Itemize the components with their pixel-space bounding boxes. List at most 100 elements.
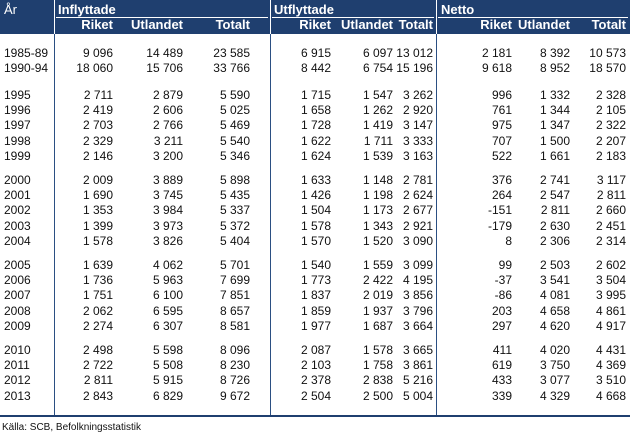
header-group-inflyttade: Inflyttade [58, 2, 116, 17]
year-cell: 2007 [4, 288, 31, 303]
value-cell: 15 196 [396, 61, 433, 76]
value-cell: 2 741 [539, 173, 570, 187]
value-cell: 2 207 [595, 133, 626, 148]
value-cell: 2 838 [362, 373, 393, 388]
value-cell: 2 920 [402, 103, 433, 118]
value-cell: 2 105 [595, 103, 626, 118]
table-bottom-rule [0, 415, 630, 417]
value-cell: 1 540 [300, 258, 331, 272]
value-cell: 99 [498, 258, 512, 272]
value-cell: 3 796 [402, 303, 433, 318]
value-cell: 1 399 [82, 218, 113, 233]
value-cell: 433 [491, 373, 512, 388]
value-cell: 9 096 [82, 46, 113, 60]
value-cell: 8 581 [219, 318, 250, 333]
source-note: Källa: SCB, Befolkningsstatistik [2, 422, 141, 433]
value-cell: 3 541 [539, 273, 570, 288]
value-cell: 8 096 [219, 343, 250, 357]
value-cell: 2 606 [152, 103, 183, 118]
year-cell: 2000 [4, 173, 31, 187]
value-cell: 7 851 [219, 288, 250, 303]
year-cell: 2009 [4, 318, 31, 333]
value-cell: 3 163 [402, 148, 433, 163]
header-divider [54, 0, 55, 34]
value-cell: 3 510 [595, 373, 626, 388]
value-cell: 3 077 [539, 373, 570, 388]
value-cell: 2 306 [539, 233, 570, 248]
header-sub-totalt: Totalt [591, 17, 626, 32]
value-cell: 1 504 [300, 203, 331, 218]
value-cell: 4 668 [595, 388, 626, 403]
year-cell: 2013 [4, 388, 31, 403]
value-cell: 6 097 [362, 46, 393, 60]
value-cell: 5 701 [219, 258, 250, 272]
value-cell: 1 426 [300, 188, 331, 203]
table-header: År Inflyttade Utflyttade Netto Riket Utla… [0, 0, 630, 34]
value-cell: 3 147 [402, 118, 433, 133]
value-cell: 5 590 [219, 88, 250, 102]
value-cell: 8 657 [219, 303, 250, 318]
value-cell: 2 422 [362, 273, 393, 288]
value-cell: 3 856 [402, 288, 433, 303]
value-cell: 1 173 [362, 203, 393, 218]
value-cell: 2 504 [300, 388, 331, 403]
year-cell: 1999 [4, 148, 31, 163]
year-cell: 2011 [4, 358, 30, 373]
value-cell: 8 392 [539, 46, 570, 60]
value-cell: 4 917 [595, 318, 626, 333]
value-cell: 1 570 [300, 233, 331, 248]
column-divider [436, 34, 437, 415]
value-cell: 1 343 [362, 218, 393, 233]
value-cell: 2 087 [300, 343, 331, 357]
value-cell: 1 347 [539, 118, 570, 133]
value-cell: 3 995 [595, 288, 626, 303]
value-cell: 5 337 [219, 203, 250, 218]
value-cell: 1 859 [300, 303, 331, 318]
value-cell: -86 [494, 288, 512, 303]
value-cell: 3 211 [153, 133, 183, 148]
value-cell: 1 661 [539, 148, 570, 163]
value-cell: 13 012 [396, 46, 433, 60]
value-cell: 2 811 [596, 188, 626, 203]
value-cell: 203 [491, 303, 512, 318]
value-cell: 5 025 [219, 103, 250, 118]
value-cell: 4 329 [539, 388, 570, 403]
value-cell: 2 378 [300, 373, 331, 388]
value-cell: 1 344 [539, 103, 570, 118]
value-cell: 1 687 [362, 318, 393, 333]
value-cell: 619 [491, 358, 512, 373]
year-cell: 1985-89 [4, 46, 49, 60]
header-sub-riket: Riket [299, 17, 331, 32]
value-cell: 4 062 [152, 258, 183, 272]
year-cell: 1998 [4, 133, 31, 148]
value-cell: 1 758 [362, 358, 393, 373]
value-cell: 1 578 [300, 218, 331, 233]
header-sub-riket: Riket [81, 17, 113, 32]
value-cell: 2 677 [402, 203, 433, 218]
value-cell: 3 200 [152, 148, 183, 163]
header-group-utflyttade: Utflyttade [274, 2, 334, 17]
header-sub-totalt: Totalt [215, 17, 250, 32]
value-cell: 264 [491, 188, 512, 203]
value-cell: 3 504 [595, 273, 626, 288]
value-cell: 761 [491, 103, 512, 118]
header-sub-riket: Riket [480, 17, 512, 32]
value-cell: 1 198 [362, 188, 393, 203]
value-cell: 3 826 [152, 233, 183, 248]
value-cell: 3 984 [152, 203, 183, 218]
value-cell: 5 963 [152, 273, 183, 288]
value-cell: 1 539 [362, 148, 393, 163]
value-cell: 4 020 [539, 343, 570, 357]
value-cell: 5 508 [152, 358, 183, 373]
value-cell: 5 372 [219, 218, 250, 233]
value-cell: 2 451 [595, 218, 626, 233]
value-cell: 2 183 [595, 148, 626, 163]
value-cell: 7 699 [219, 273, 250, 288]
value-cell: 2 722 [82, 358, 113, 373]
value-cell: 1 547 [362, 88, 393, 102]
value-cell: 2 630 [539, 218, 570, 233]
value-cell: 2 419 [82, 103, 113, 118]
value-cell: 411 [492, 343, 512, 357]
header-sub-utlandet: Utlandet [131, 17, 183, 32]
value-cell: 6 915 [300, 46, 331, 60]
